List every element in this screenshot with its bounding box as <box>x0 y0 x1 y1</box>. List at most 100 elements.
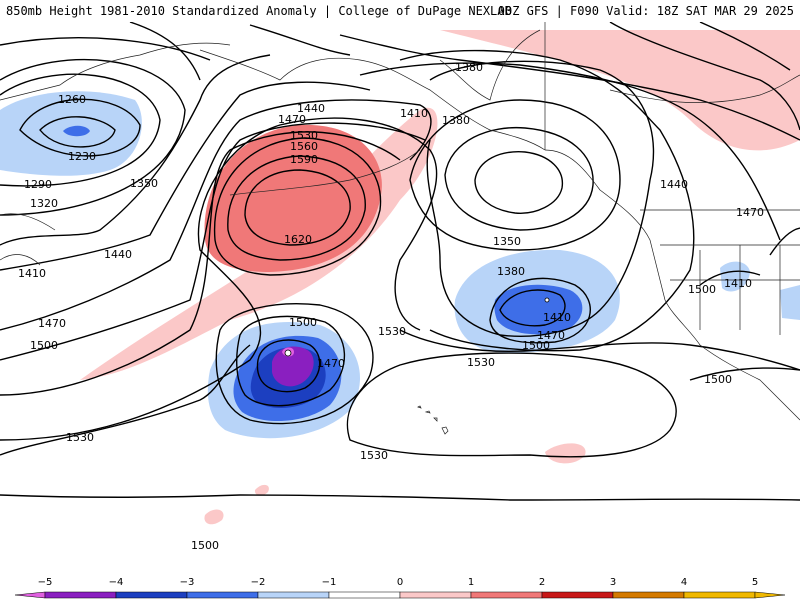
colorbar-tick-label: −3 <box>180 577 195 588</box>
contour-label: 1290 <box>24 178 52 191</box>
anomaly-shading <box>80 30 800 525</box>
negative-anomaly-sw-us <box>720 261 750 292</box>
colorbar-swatches <box>14 591 786 599</box>
coastline <box>439 29 541 101</box>
contour-label: 1440 <box>660 178 688 191</box>
contour-line <box>0 58 186 216</box>
contour-label: 1500 <box>191 539 219 552</box>
contour-line <box>256 339 321 393</box>
contour-label: 1380 <box>497 265 525 278</box>
contour-label: 1470 <box>38 317 66 330</box>
contour-line <box>699 22 791 71</box>
colorbar-swatch <box>683 591 756 599</box>
coastline <box>0 42 231 101</box>
contour-label: 1380 <box>442 114 470 127</box>
contour-label: 1260 <box>58 93 86 106</box>
colorbar-tick-label: −4 <box>109 577 124 588</box>
contour-line <box>346 352 677 458</box>
contour-line <box>0 117 438 441</box>
contour-line <box>39 116 116 148</box>
positive-anomaly-area <box>80 107 438 380</box>
contour-label: 1530 <box>290 129 318 142</box>
colorbar-swatch <box>186 591 259 599</box>
contour-label: 1470 <box>278 113 306 126</box>
contour-label: 1500 <box>522 339 550 352</box>
contour-label: 1470 <box>537 329 565 342</box>
contour-line <box>399 49 695 352</box>
contour-label: 1350 <box>493 235 521 248</box>
colorbar-swatch <box>328 591 401 599</box>
colorbar-tick-label: 1 <box>468 577 474 588</box>
colorbar-tick-label: 3 <box>610 577 616 588</box>
contour-line <box>689 367 800 381</box>
colorbar-swatch <box>115 591 188 599</box>
colorbar-tick-label: 5 <box>752 577 758 588</box>
border <box>609 74 800 103</box>
colorbar-swatch <box>44 591 117 599</box>
colorbar-tick-label: 0 <box>397 577 403 588</box>
coastlines <box>0 22 800 435</box>
colorbar-swatch <box>470 591 543 599</box>
colorbar-swatch <box>612 591 685 599</box>
run-info: 00Z GFS | F090 Valid: 18Z SAT MAR 29 202… <box>497 4 794 18</box>
contour-line <box>339 34 800 141</box>
contour-line <box>444 126 594 231</box>
contour-line <box>489 277 591 344</box>
contour-line <box>19 98 141 157</box>
contour-label: 1470 <box>736 206 764 219</box>
colorbar-swatch <box>14 591 46 599</box>
colorbar-ticks: −5 −4 −3 −2 −1 0 1 2 3 4 5 <box>38 577 759 588</box>
low-center-marker-east <box>544 297 550 303</box>
hawaii-island <box>417 405 449 435</box>
contour-label: 1380 <box>455 61 483 74</box>
anomaly-map: 1260 1230 1290 1320 1350 1410 1440 1470 … <box>0 22 800 552</box>
contour-line <box>0 131 401 396</box>
positive-anomaly-northeast <box>440 30 800 151</box>
contour-label: 1530 <box>378 325 406 338</box>
contour-line <box>249 24 351 56</box>
contour-line <box>0 73 161 187</box>
contour-line <box>0 54 271 246</box>
contour-label: 1530 <box>467 356 495 369</box>
coastline <box>229 149 421 196</box>
contour-line <box>0 81 371 271</box>
contour-label: 1590 <box>290 153 318 166</box>
positive-anomaly-small-2 <box>254 484 269 496</box>
extremum-markers <box>284 297 550 357</box>
contour-line <box>0 494 800 501</box>
positive-anomaly-small-3 <box>204 509 224 525</box>
contour-label: 1560 <box>290 140 318 153</box>
contour-line <box>399 329 800 371</box>
colorbar-swatch <box>541 591 614 599</box>
contour-label: 1320 <box>30 197 58 210</box>
contour-label: 1500 <box>30 339 58 352</box>
colorbar-swatch <box>399 591 472 599</box>
positive-anomaly-small-1 <box>545 443 586 464</box>
negative-anomaly-low-core <box>272 346 314 387</box>
siberia-coast <box>0 213 56 266</box>
map-title: 850mb Height 1981-2010 Standardized Anom… <box>6 4 512 18</box>
title-bar: 850mb Height 1981-2010 Standardized Anom… <box>0 0 800 22</box>
contour-line <box>0 122 426 361</box>
contour-label: 1350 <box>130 177 158 190</box>
colorbar-tick-label: 4 <box>681 577 687 588</box>
coastline <box>544 149 800 421</box>
contour-line <box>699 270 761 286</box>
contour-line <box>244 169 351 246</box>
contour-label: 1500 <box>704 373 732 386</box>
contour-label: 1410 <box>18 267 46 280</box>
contour-label: 1230 <box>68 150 96 163</box>
colorbar-svg: −5 −4 −3 −2 −1 0 1 2 3 4 5 <box>14 577 786 599</box>
contour-label: 1440 <box>297 102 325 115</box>
contour-line <box>499 289 566 327</box>
contour-line <box>474 151 564 214</box>
contour-label: 1410 <box>400 107 428 120</box>
contour-label: 1530 <box>360 449 388 462</box>
contour-label: 1500 <box>688 283 716 296</box>
positive-anomaly-core <box>204 124 382 272</box>
colorbar-swatch <box>257 591 330 599</box>
contour-line <box>236 315 346 407</box>
contour-line <box>0 344 251 456</box>
contour-label: 1410 <box>724 277 752 290</box>
contour-line <box>359 62 781 241</box>
